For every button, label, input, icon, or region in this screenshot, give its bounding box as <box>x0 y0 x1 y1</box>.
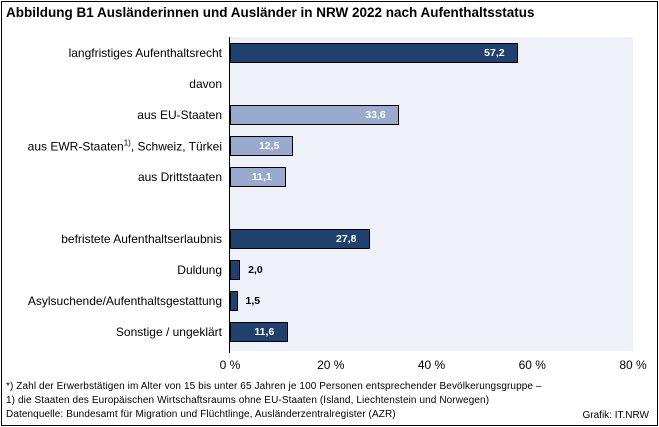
data-label: 27,8 <box>336 233 357 245</box>
footnote-2: 1) die Staaten des Europäischen Wirtscha… <box>6 395 490 406</box>
x-tick-label: 20 % <box>317 358 345 372</box>
bar <box>230 136 293 156</box>
bar <box>230 260 241 280</box>
x-tick-label: 60 % <box>518 358 546 372</box>
category-label: Sonstige / ungeklärt <box>115 325 222 339</box>
bar <box>230 43 519 63</box>
category-label: aus Drittstaaten <box>137 170 222 184</box>
data-label: 33,6 <box>365 109 386 121</box>
x-tick-label: 0 % <box>219 358 241 372</box>
category-label: aus EU-Staaten <box>137 108 222 122</box>
data-label: 2,0 <box>248 264 263 276</box>
bar <box>230 291 238 311</box>
data-label: 11,1 <box>251 171 272 183</box>
footnote-1: *) Zahl der Erwerbstätigen im Alter von … <box>6 381 542 392</box>
category-label: Duldung <box>177 263 222 277</box>
bar <box>230 322 289 342</box>
category-label: aus EWR-Staaten1), Schweiz, Türkei <box>27 138 222 154</box>
data-source: Datenquelle: Bundesamt für Migration und… <box>6 409 396 420</box>
bar <box>230 229 371 249</box>
x-tick-label: 40 % <box>417 358 446 372</box>
y-axis-line <box>229 37 230 353</box>
chart-title: Abbildung B1 Ausländerinnen und Auslände… <box>6 5 535 20</box>
category-label: davon <box>189 77 222 91</box>
bar <box>230 105 400 125</box>
plot-area <box>230 37 633 351</box>
data-label: 57,2 <box>484 47 505 59</box>
data-label: 1,5 <box>245 295 261 307</box>
data-label: 11,6 <box>254 326 275 338</box>
credit: Grafik: IT.NRW <box>582 410 649 421</box>
x-tick-label: 80 % <box>619 358 647 372</box>
bar <box>230 167 286 187</box>
category-label: langfristiges Aufenthaltsrecht <box>68 46 222 60</box>
data-label: 12,5 <box>258 140 280 152</box>
category-label: Asylsuchende/Aufenthaltsgestattung <box>27 294 222 308</box>
category-label: befristete Aufenthaltserlaubnis <box>61 232 222 246</box>
